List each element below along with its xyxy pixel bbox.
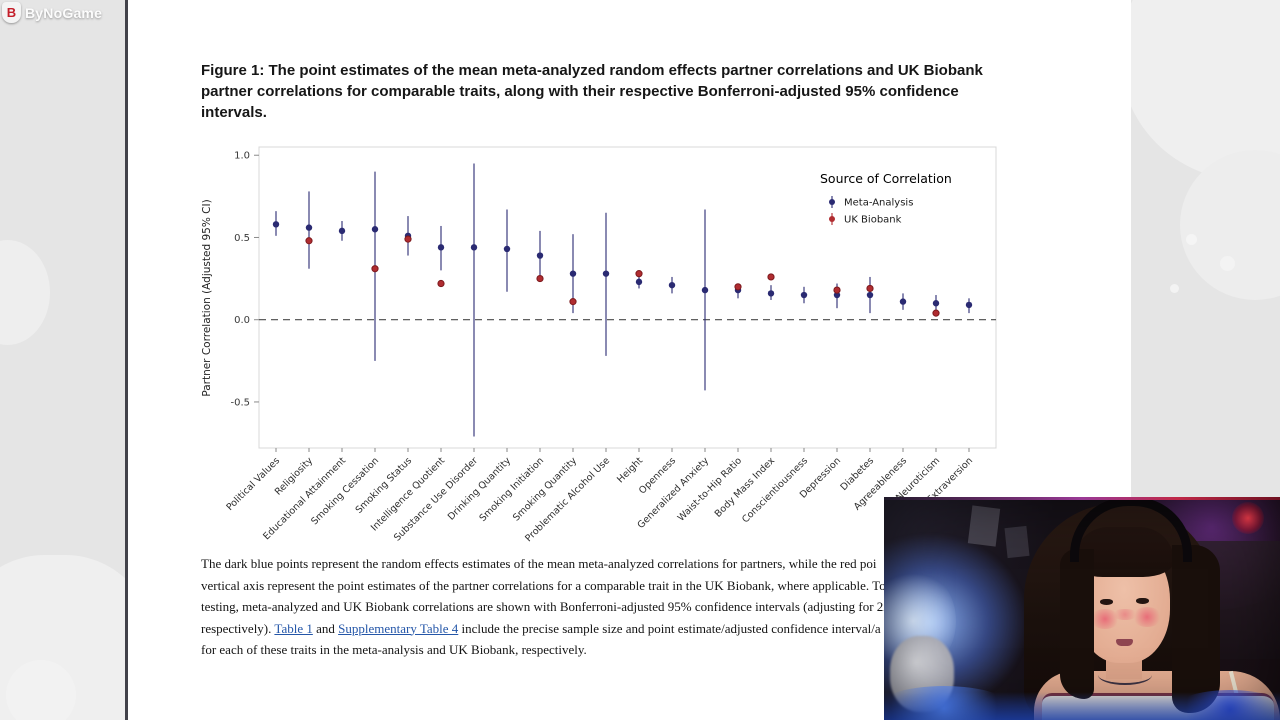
figure-description: The dark blue points represent the rando… (201, 553, 1131, 661)
description-text: respectively). (201, 620, 275, 636)
description-text: testing, meta-analyzed and UK Biobank co… (201, 599, 890, 614)
ukb-point (536, 274, 544, 283)
description-text: and (312, 620, 339, 636)
ukb-point (371, 265, 379, 273)
meta-point (767, 290, 775, 297)
background-dot (1170, 284, 1179, 293)
bynogame-logo-text: ByNoGame (25, 4, 103, 21)
ukb-point (833, 286, 841, 294)
mouth (1116, 639, 1133, 646)
meta-point (701, 286, 709, 294)
meta-point (338, 227, 346, 235)
bynogame-logo: B ByNoGame (2, 2, 102, 23)
description-line: respectively). Table 1 and Supplementary… (201, 618, 1131, 640)
description-line: vertical axis represent the point estima… (201, 575, 1131, 597)
description-text: include the precise sample size and poin… (458, 620, 881, 636)
ukb-point (932, 309, 940, 317)
meta-point (965, 301, 973, 309)
legend-entry-label: Meta-Analysis (844, 198, 913, 209)
necklace (1098, 665, 1152, 685)
meta-point (668, 281, 676, 289)
description-line: for each of these traits in the meta-ana… (201, 639, 1131, 661)
meta-point (635, 278, 643, 286)
meta-point (437, 244, 445, 251)
meta-point (272, 221, 280, 228)
supplementary-table-4-link[interactable]: Supplementary Table 4 (338, 620, 459, 636)
y-tick-label: 0.5 (234, 233, 250, 244)
streamer-hair-front (1060, 549, 1094, 699)
meta-point (866, 291, 874, 299)
blush-right (1132, 607, 1162, 627)
legend-key-dot (829, 199, 835, 205)
ukb-point (437, 279, 445, 288)
eye-left (1100, 599, 1113, 605)
legend-entry-label: UK Biobank (844, 215, 902, 226)
meta-point (371, 226, 379, 233)
ukb-point (767, 273, 775, 281)
meta-point (800, 291, 808, 299)
background-blob (1180, 150, 1280, 300)
ukb-point (734, 283, 742, 291)
meta-point (470, 244, 478, 251)
description-text: The dark blue points represent the rando… (201, 556, 877, 571)
background-dot (1220, 256, 1235, 271)
webcam-vignette (884, 497, 1280, 720)
x-category-label: Drinking Quantity (446, 455, 514, 523)
background-dot (1186, 234, 1197, 245)
webcam-overlay (884, 497, 1280, 720)
webcam-top-led-line (884, 497, 1280, 500)
description-line: testing, meta-analyzed and UK Biobank co… (201, 596, 1131, 618)
bynogame-logo-icon: B (2, 2, 21, 23)
ukb-point (305, 237, 313, 245)
description-text: for each of these traits in the meta-ana… (201, 642, 587, 657)
meta-point (833, 291, 841, 299)
blue-led-glow (1172, 690, 1280, 720)
plot-panel (258, 146, 997, 449)
ukb-point (635, 270, 643, 278)
table-1-link[interactable]: Table 1 (274, 620, 313, 636)
description-line: The dark blue points represent the rando… (201, 553, 1131, 575)
y-axis-title: Partner Correlation (Adjusted 95% CI) (201, 199, 213, 396)
figure-1-chart: 1.0 0.5 0.0 -0.5 Partner Correlation (Adjust… (198, 143, 998, 544)
eye-right (1136, 598, 1149, 604)
red-lamp (1232, 502, 1264, 534)
meta-point (899, 298, 907, 305)
ukb-point (866, 284, 874, 293)
y-tick-label: -0.5 (230, 397, 250, 408)
figure-caption: Figure 1: The point estimates of the mea… (201, 62, 983, 121)
meta-point (503, 245, 511, 253)
meta-point (602, 270, 610, 277)
meta-point (305, 224, 313, 231)
partner-correlation-plot: 1.0 0.5 0.0 -0.5 Partner Correlation (Adjust… (201, 146, 997, 544)
blue-led-glow (884, 686, 1014, 720)
legend-title: Source of Correlation (820, 171, 952, 186)
legend-key-dot (829, 216, 835, 222)
description-text: vertical axis represent the point estima… (201, 577, 886, 593)
y-tick-label: 0.0 (234, 315, 250, 326)
x-category-label: Political Values (224, 455, 282, 513)
blush-nose (1112, 609, 1138, 620)
background-blob (0, 240, 50, 345)
x-category-label: Smoking Status (354, 455, 415, 516)
meta-point (932, 300, 940, 307)
meta-point (536, 252, 544, 259)
ukb-point (569, 298, 577, 306)
x-category-label: Height (615, 455, 645, 485)
ukb-point (404, 235, 412, 243)
meta-point (569, 270, 577, 277)
x-category-label: Body Mass Index (713, 455, 778, 520)
background-blob (6, 660, 76, 720)
streamer-hair-front (1172, 545, 1220, 713)
y-tick-label: 1.0 (234, 151, 250, 162)
